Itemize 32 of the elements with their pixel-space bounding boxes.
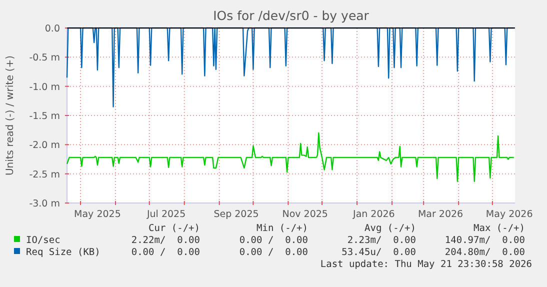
text: 2.22m/ 0.00 bbox=[131, 235, 200, 246]
x-tick-label: May 2026 bbox=[486, 209, 533, 220]
x-tick-label: Mar 2026 bbox=[418, 209, 464, 220]
x-tick-label: Sep 2025 bbox=[214, 209, 259, 220]
text: Cur (-/+) bbox=[148, 223, 200, 234]
y-tick-label: -0.5 m bbox=[29, 52, 60, 64]
text: Min (-/+) bbox=[256, 223, 308, 234]
text: Last update: Thu May 21 23:30:58 2026 bbox=[320, 259, 532, 270]
y-tick-label: -1.5 m bbox=[29, 111, 60, 122]
y-tick-label: -1.0 m bbox=[29, 82, 60, 93]
y-tick-label: -2.5 m bbox=[29, 169, 60, 180]
text: 0.00 / 0.00 bbox=[239, 235, 308, 246]
line-series bbox=[66, 132, 514, 182]
y-tick-label: 0.0 bbox=[44, 24, 60, 34]
x-tick-label: Nov 2025 bbox=[282, 209, 328, 220]
text: 2.23m/ 0.00 bbox=[347, 235, 416, 246]
x-tick-label: May 2025 bbox=[74, 209, 121, 220]
y-tick-label: -2.0 m bbox=[29, 140, 60, 152]
text: 140.97m/ 0.00 bbox=[444, 235, 526, 246]
text: 204.80m/ 0.00 bbox=[444, 247, 526, 258]
y-tick-label: -3.0 m bbox=[29, 198, 60, 210]
text: 0.00 / 0.00 bbox=[131, 247, 200, 258]
x-tick-label: Jul 2025 bbox=[146, 209, 186, 220]
text: 53.45u/ 0.00 bbox=[342, 247, 416, 258]
legend-label: IO/sec bbox=[26, 235, 60, 246]
x-tick-label: Jan 2026 bbox=[352, 209, 395, 220]
legend-label: Req Size (KB) bbox=[26, 247, 100, 258]
text: Max (-/+) bbox=[474, 223, 525, 234]
text: 0.00 / 0.00 bbox=[239, 247, 308, 258]
chart-title: IOs for /dev/sr0 - by year bbox=[213, 8, 370, 23]
y-axis-title: Units read (-) / write (+) bbox=[5, 55, 16, 176]
text: Avg (-/+) bbox=[364, 223, 416, 234]
